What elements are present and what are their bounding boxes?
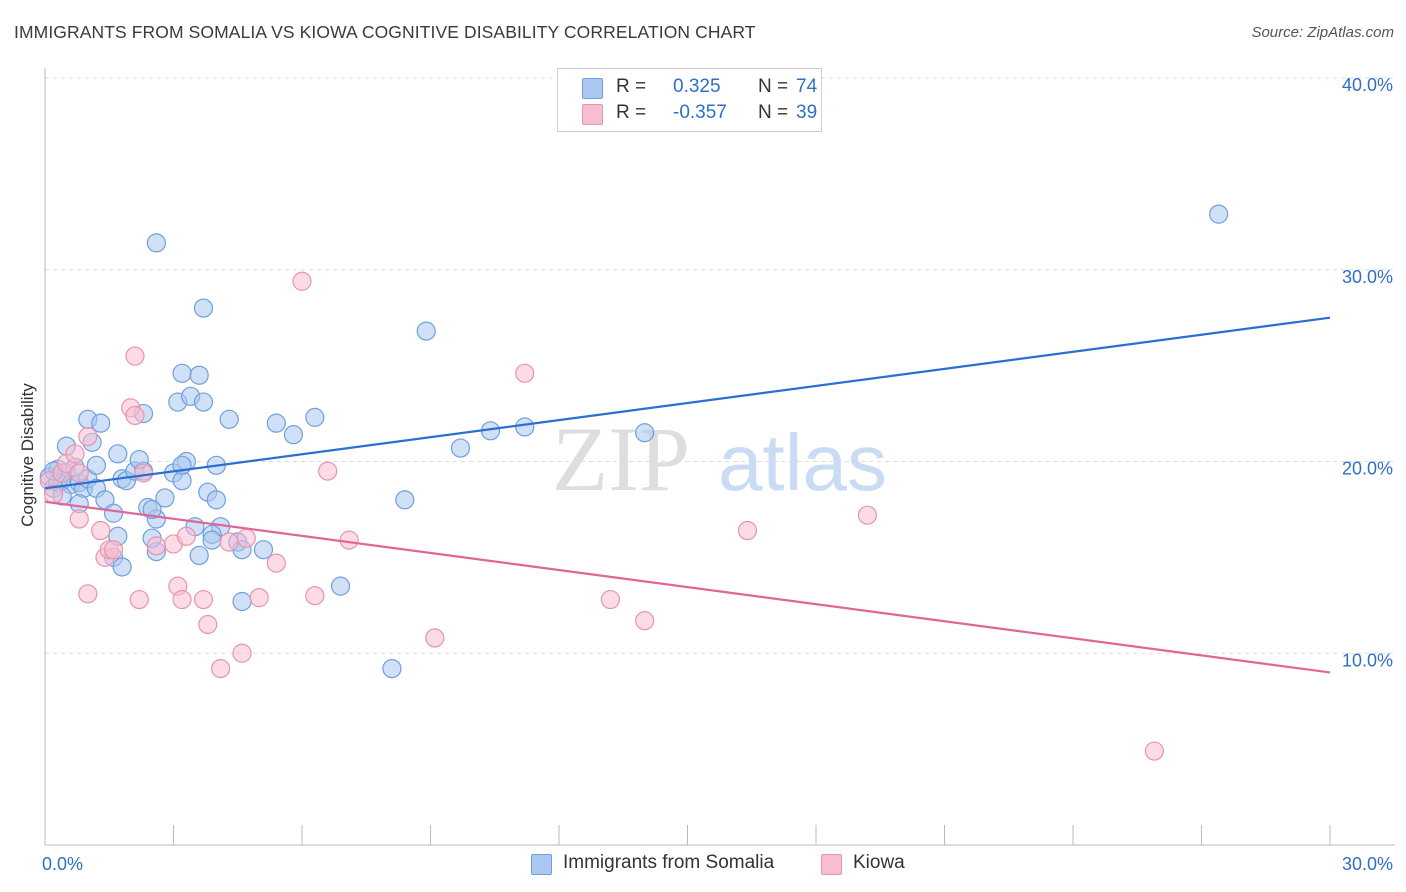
point-somalia [146,233,166,253]
point-kiowa [292,271,312,291]
point-somalia [305,407,325,427]
legend-r-value: 0.325 [673,76,721,97]
point-kiowa [125,405,145,426]
point-somalia [232,591,252,612]
legend-n-label: N = [758,102,789,123]
point-kiowa [635,611,655,631]
bottom-legend-swatch-kiowa [821,854,842,875]
y-tick-label: 10.0% [1342,650,1393,670]
source-note: Source: ZipAtlas.com [1251,24,1394,41]
point-somalia [206,490,226,510]
point-somalia [330,576,351,596]
point-kiowa [78,426,98,447]
legend-r-label: R = [616,76,647,97]
point-somalia [86,455,107,475]
y-tick-label: 30.0% [1342,267,1393,287]
point-somalia [193,392,214,412]
point-kiowa [129,589,149,610]
legend-swatch-somalia [582,78,603,99]
point-kiowa [857,505,878,525]
legend-n-value: 39 [796,102,818,123]
point-somalia [103,503,124,523]
series-kiowa-points [39,271,1164,761]
point-kiowa [125,346,145,366]
watermark-atlas: atlas [718,418,887,507]
point-somalia [91,413,111,433]
point-somalia [283,425,304,445]
bottom-legend-swatch-somalia [531,854,552,875]
point-somalia [266,413,286,433]
point-somalia [193,298,214,318]
tick-labels: 10.0% 20.0% 30.0% 40.0% 0.0% 30.0% [42,75,1393,874]
bottom-legend-label-kiowa: Kiowa [853,852,905,873]
point-kiowa [249,588,269,608]
bottom-legend-label-somalia: Immigrants from Somalia [563,852,775,873]
point-kiowa [305,586,325,606]
point-kiowa [737,520,758,541]
legend-r-value: -0.357 [673,102,727,123]
x-tick-label-max: 30.0% [1342,854,1393,874]
point-somalia [253,540,274,560]
point-kiowa [219,532,239,552]
chart-title: IMMIGRANTS FROM SOMALIA VS KIOWA COGNITI… [14,22,756,42]
point-somalia [142,499,162,520]
y-tick-label: 40.0% [1342,75,1393,95]
trend-line-somalia [44,316,1331,490]
y-axis-label: Cognitive Disability [18,383,37,527]
point-kiowa [211,658,231,679]
axes [44,68,1395,846]
point-somalia [219,409,239,429]
point-kiowa [318,461,338,481]
point-somalia [515,417,535,437]
point-kiowa [266,553,286,573]
point-somalia [189,545,209,566]
point-kiowa [69,509,89,529]
legend-n-label: N = [758,76,789,97]
point-somalia [1209,204,1229,224]
point-kiowa [193,589,214,610]
point-kiowa [78,584,98,604]
point-kiowa [600,589,621,610]
point-kiowa [198,614,218,635]
point-kiowa [339,530,359,550]
grid-lines [45,77,1395,654]
point-kiowa [65,444,85,464]
point-kiowa [1144,741,1164,761]
point-somalia [172,363,192,383]
point-kiowa [515,363,535,383]
point-somalia [395,490,415,510]
point-kiowa [146,536,166,556]
point-kiowa [91,520,111,541]
y-tick-label: 20.0% [1342,459,1393,479]
point-somalia [635,423,655,443]
point-somalia [202,530,222,550]
trend-line-kiowa [44,500,1331,674]
point-kiowa [69,463,89,483]
point-somalia [112,557,132,577]
point-kiowa [176,526,196,546]
watermark-zip: ZIP [552,408,690,510]
legend-n-value: 74 [796,76,818,97]
correlation-legend: R = 0.325 N = 74 R = -0.357 N = 39 [557,68,822,132]
point-somalia [108,444,128,464]
x-tick-label-min: 0.0% [42,854,83,874]
trend-lines [44,316,1331,674]
legend-r-label: R = [616,102,647,123]
point-somalia [189,365,209,385]
point-kiowa [236,528,256,548]
point-kiowa [172,589,192,610]
point-somalia [450,438,471,458]
point-kiowa [232,643,252,663]
point-kiowa [133,463,154,483]
point-kiowa [425,628,445,648]
point-somalia [382,658,402,679]
point-kiowa [103,540,124,560]
point-somalia [155,488,175,508]
point-somalia [416,321,436,341]
watermark: ZIP atlas [552,408,887,510]
legend-swatch-kiowa [582,104,603,125]
